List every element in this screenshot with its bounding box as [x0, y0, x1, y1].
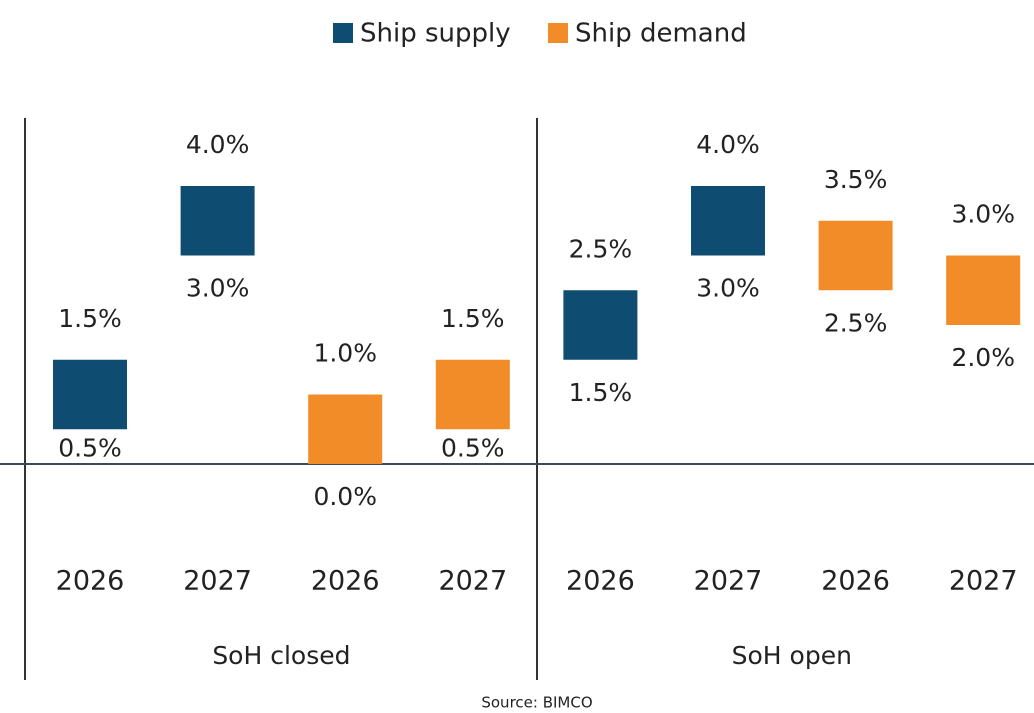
legend-label: Ship supply	[360, 19, 511, 49]
value-label: 1.5%	[569, 378, 633, 407]
value-label: 4.0%	[696, 130, 760, 159]
x-tick-label: 2026	[566, 566, 635, 597]
source-note: Source: BIMCO	[481, 694, 592, 712]
value-label: 0.0%	[313, 482, 377, 511]
range-bar	[435, 359, 510, 430]
value-label: 3.5%	[824, 165, 888, 194]
x-tick-label: 2027	[949, 566, 1018, 597]
value-label: 0.5%	[441, 433, 505, 462]
value-label: 1.5%	[441, 304, 505, 333]
group-label: SoH closed	[212, 641, 350, 670]
value-label: 1.0%	[313, 339, 377, 368]
legend-swatch	[548, 23, 568, 43]
range-bar	[563, 290, 638, 360]
value-label: 3.0%	[696, 274, 760, 303]
x-tick-label: 2027	[694, 566, 763, 597]
range-bar	[946, 255, 1021, 325]
x-tick-label: 2027	[438, 566, 507, 597]
value-label: 2.5%	[569, 234, 633, 263]
value-label: 4.0%	[186, 130, 250, 159]
x-tick-label: 2026	[821, 566, 890, 597]
legend-label: Ship demand	[575, 19, 747, 49]
x-tick-label: 2027	[183, 566, 252, 597]
value-label: 0.5%	[58, 433, 122, 462]
range-bar	[308, 394, 383, 464]
range-bar	[818, 220, 893, 291]
range-bar	[691, 186, 765, 256]
legend-swatch	[333, 23, 353, 43]
value-label: 2.5%	[824, 308, 888, 337]
x-tick-label: 2026	[56, 566, 125, 597]
value-label: 2.0%	[951, 343, 1015, 372]
range-bar	[53, 359, 127, 430]
x-tick-label: 2026	[311, 566, 380, 597]
range-bar	[180, 186, 255, 256]
value-label: 1.5%	[58, 304, 122, 333]
value-label: 3.0%	[951, 200, 1015, 229]
value-label: 3.0%	[186, 274, 250, 303]
group-label: SoH open	[732, 641, 852, 670]
